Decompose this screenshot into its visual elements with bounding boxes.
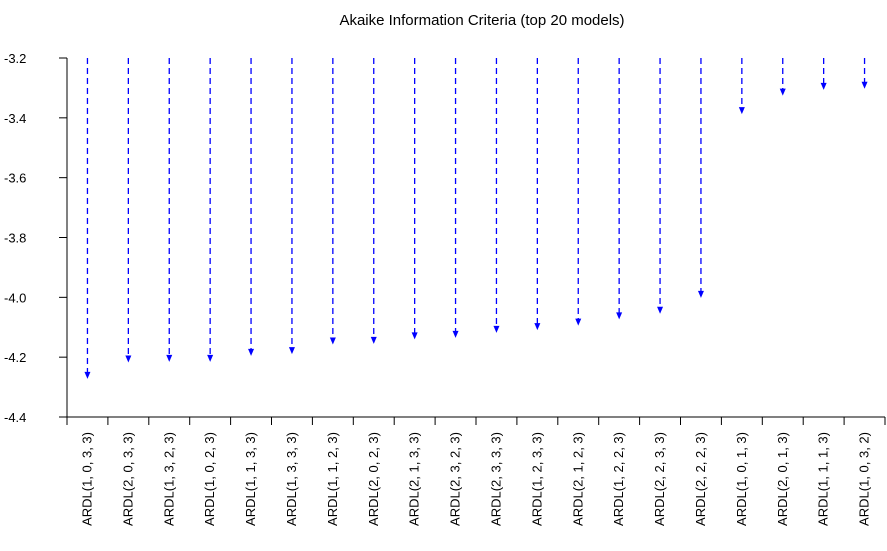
arrow-point (738, 107, 745, 115)
x-tick-label: ARDL(2, 2, 2, 3) (693, 432, 708, 526)
x-tick-label: ARDL(1, 1, 2, 3) (325, 432, 340, 526)
x-tick-label: ARDL(1, 3, 2, 3) (161, 432, 176, 526)
arrow-point (452, 330, 459, 338)
x-tick-label: ARDL(1, 2, 3, 3) (529, 432, 544, 526)
x-tick-label: ARDL(1, 2, 2, 3) (611, 432, 626, 526)
x-tick-label: ARDL(1, 1, 3, 3) (243, 432, 258, 526)
arrow-point (248, 348, 255, 356)
arrow-point (370, 336, 377, 344)
x-tick-label: ARDL(2, 3, 3, 3) (488, 432, 503, 526)
arrow-point (657, 306, 664, 314)
arrow-point (779, 88, 786, 96)
arrow-point (575, 318, 582, 326)
arrow-point (534, 323, 541, 331)
y-tick-label: -3.6 (4, 171, 26, 186)
y-tick-label: -3.8 (4, 231, 26, 246)
arrow-point (329, 337, 336, 345)
y-tick-label: -4.2 (4, 350, 26, 365)
x-tick-label: ARDL(1, 3, 3, 3) (284, 432, 299, 526)
x-tick-label: ARDL(1, 1, 1, 3) (816, 432, 831, 526)
arrow-point (697, 290, 704, 298)
arrow-point (616, 312, 623, 320)
arrow-point (125, 355, 132, 363)
y-axis: -3.2 -3.4 -3.6 -3.8 -4.0 -4.2 -4.4 (4, 51, 68, 425)
y-tick-label: -4.0 (4, 290, 26, 305)
arrow-point (820, 82, 827, 90)
y-tick-label: -4.4 (4, 410, 26, 425)
arrow-point (411, 332, 418, 340)
arrow-point (861, 81, 868, 89)
x-tick-label: ARDL(1, 0, 3, 2) (857, 432, 872, 526)
x-tick-label: ARDL(2, 0, 1, 3) (775, 432, 790, 526)
x-tick-label: ARDL(2, 0, 3, 3) (120, 432, 135, 526)
x-tick-label: ARDL(2, 1, 3, 3) (407, 432, 422, 526)
x-tick-label: ARDL(2, 3, 2, 3) (448, 432, 463, 526)
chart-marks (84, 58, 868, 379)
x-tick-label: ARDL(1, 0, 1, 3) (734, 432, 749, 526)
y-tick-label: -3.2 (4, 51, 26, 66)
chart-title: Akaike Information Criteria (top 20 mode… (339, 12, 624, 29)
x-tick-label: ARDL(1, 0, 3, 3) (79, 432, 94, 526)
x-axis: ARDL(1, 0, 3, 3) ARDL(2, 0, 3, 3) ARDL(1, … (66, 416, 886, 526)
arrow-point (207, 354, 214, 362)
arrow-point (493, 325, 500, 333)
arrow-point (166, 354, 173, 362)
arrow-point (288, 347, 295, 355)
x-tick-label: ARDL(1, 0, 2, 3) (202, 432, 217, 526)
arrow-point (84, 371, 91, 379)
x-tick-label: ARDL(2, 1, 2, 3) (570, 432, 585, 526)
x-tick-label: ARDL(2, 0, 2, 3) (366, 432, 381, 526)
x-tick-label: ARDL(2, 2, 3, 3) (652, 432, 667, 526)
y-tick-label: -3.4 (4, 111, 26, 126)
